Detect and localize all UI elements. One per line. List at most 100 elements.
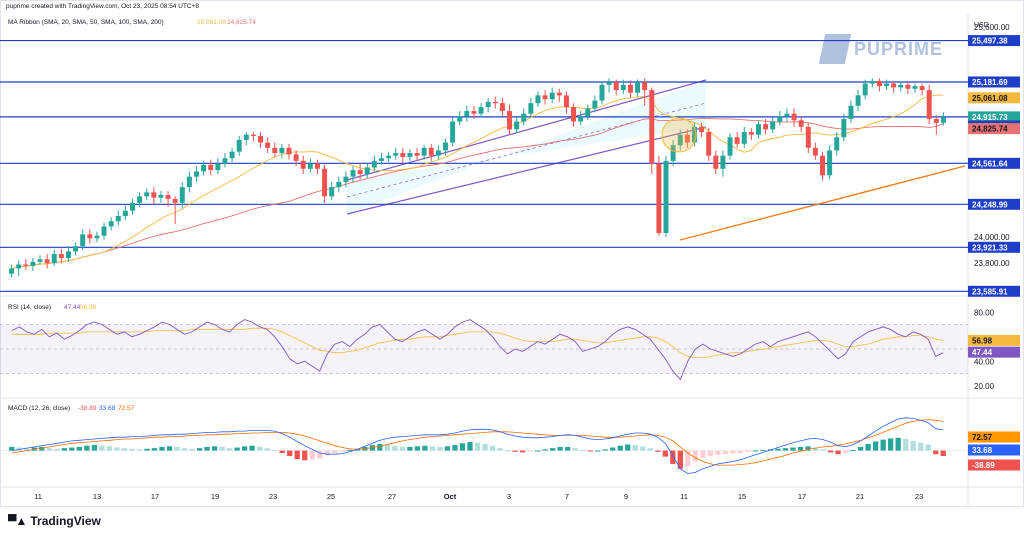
candle-body [841, 118, 847, 138]
macd-histogram-bar [272, 449, 278, 451]
candle-body [834, 137, 840, 151]
macd-histogram-bar [512, 450, 518, 452]
macd-histogram-bar [707, 450, 714, 457]
brand-name: PUPRIME [854, 38, 944, 59]
candle-body [677, 134, 683, 146]
macd-histogram-bar [722, 450, 729, 455]
macd-histogram-bar [565, 446, 571, 451]
candle-body [137, 196, 143, 203]
candle-body [329, 187, 335, 197]
x-tick-label: 23 [915, 492, 923, 501]
macd-histogram-bar [925, 444, 931, 451]
macd-signal-current: 72.57 [118, 405, 135, 412]
candle-body [741, 132, 747, 144]
candle-body [770, 121, 776, 130]
macd-histogram-bar [437, 446, 443, 451]
candle-body [115, 215, 121, 222]
macd-histogram-bar [835, 450, 841, 455]
candle-body [158, 195, 164, 198]
candle-body [194, 171, 200, 177]
ma20-value: 25,061.08 [197, 19, 226, 26]
candle-body [9, 268, 15, 274]
macd-histogram-bar [933, 450, 939, 455]
macd-histogram-bar [625, 444, 631, 451]
x-tick-label: 17 [151, 492, 159, 501]
candle-body [613, 82, 619, 91]
candle-body [172, 198, 178, 203]
macd-histogram-bar [880, 439, 886, 451]
x-tick-label: 13 [93, 492, 101, 501]
rsi-signal-line [11, 327, 944, 358]
x-tick-label: 17 [798, 492, 806, 501]
macd-histogram-bar [580, 449, 586, 451]
macd-histogram-bar [737, 450, 744, 453]
candle-body [414, 153, 420, 156]
candle-body [919, 86, 925, 91]
macd-histogram-bar [399, 446, 406, 451]
candle-body [307, 163, 313, 169]
candle-body [556, 92, 562, 96]
candle-body [734, 137, 740, 144]
macd-histogram-bar [61, 448, 67, 451]
candle-body [720, 155, 726, 169]
macd-histogram-bar [9, 446, 15, 451]
rsi-line [11, 319, 944, 381]
macd-histogram-bar [820, 449, 826, 451]
macd-histogram-bar [91, 445, 98, 451]
candle-body [343, 176, 349, 182]
currency-label: USD [974, 22, 989, 29]
candle-body [855, 95, 861, 106]
macd-histogram-bar [542, 449, 548, 451]
ma-ribbon-label: MA Ribbon (SMA, 20, SMA, 50, SMA, 100, S… [8, 19, 164, 26]
candle-body [642, 82, 648, 91]
macd-histogram-bar [69, 447, 75, 451]
candle-body [627, 84, 633, 93]
candle-body [791, 113, 797, 121]
candle-body [784, 113, 790, 117]
uptrend-line [679, 165, 966, 241]
macd-histogram-bar [827, 450, 834, 453]
macd-histogram-bar [339, 450, 345, 452]
rsi-value-badge [968, 346, 1020, 358]
x-tick-label: 19 [211, 492, 219, 501]
candle-body [201, 164, 207, 172]
candle-body [236, 139, 242, 152]
candle-body [706, 132, 712, 156]
x-tick-label: 3 [507, 492, 511, 501]
macd-histogram-bar [647, 448, 653, 451]
macd-histogram-bar [166, 446, 173, 451]
macd-histogram-bar [918, 442, 924, 451]
macd-histogram-bar [812, 447, 819, 451]
candle-body [884, 83, 890, 87]
rsi-tick-label: 20.00 [974, 382, 995, 391]
candle-body [755, 124, 761, 135]
reversal-highlight [661, 117, 697, 153]
macd-histogram-bar [617, 445, 623, 451]
candle-body [571, 107, 577, 122]
candle-body [812, 147, 818, 156]
candle-body [94, 235, 100, 239]
macd-histogram-bar [241, 446, 248, 451]
macd-histogram-bar [39, 446, 45, 451]
x-tick-label: Oct [444, 492, 457, 501]
candle-body [649, 90, 655, 164]
tradingview-logo[interactable]: ▀▲ TradingView [8, 514, 101, 528]
macd-histogram-bar [873, 441, 879, 451]
candle-body [421, 147, 427, 156]
candle-body [122, 210, 128, 216]
candle-body [165, 195, 171, 199]
x-tick-label: 9 [624, 492, 628, 501]
macd-histogram-bar [121, 448, 128, 451]
price-label: 25,181.69 [972, 78, 1008, 87]
macd-histogram-bar [467, 442, 473, 451]
macd-histogram-bar [99, 445, 105, 451]
candle-body [635, 82, 641, 93]
macd-histogram-bar [797, 446, 804, 451]
macd-histogram-bar [572, 448, 578, 451]
macd-histogram-bar [632, 445, 638, 451]
candle-body [820, 155, 826, 176]
macd-histogram-bar [895, 437, 901, 451]
candle-body [763, 124, 769, 130]
macd-value-badge [968, 459, 1020, 471]
